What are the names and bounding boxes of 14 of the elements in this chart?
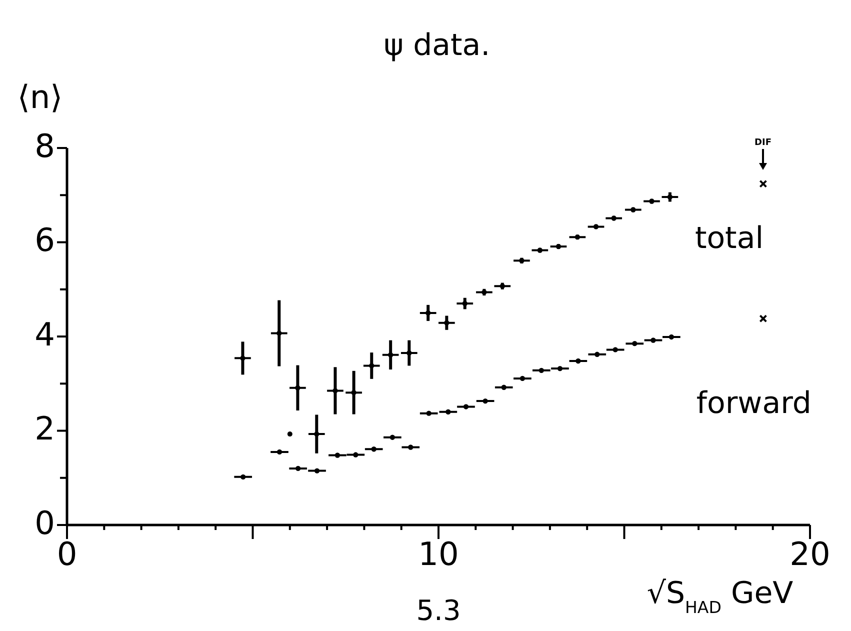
y-tick-label: 0 <box>34 504 55 542</box>
x-tick-label: 10 <box>418 535 459 573</box>
x-tick-label: 20 <box>790 535 830 573</box>
text: 5.3 <box>416 594 461 627</box>
chart-title: ψ data. <box>384 28 490 63</box>
y-tick-label: 6 <box>34 221 55 259</box>
y-axis-title: ⟨n⟩ <box>17 78 63 116</box>
y-tick-label: 4 <box>34 315 55 354</box>
y-tick-label: 8 <box>34 126 55 165</box>
series-label: forward <box>696 386 812 422</box>
y-tick-label: 2 <box>34 410 55 448</box>
x-axis-title: √S$_{HAD}$ GeV <box>646 576 794 616</box>
annotation: DIF <box>754 138 772 148</box>
series-label: total <box>694 221 764 256</box>
